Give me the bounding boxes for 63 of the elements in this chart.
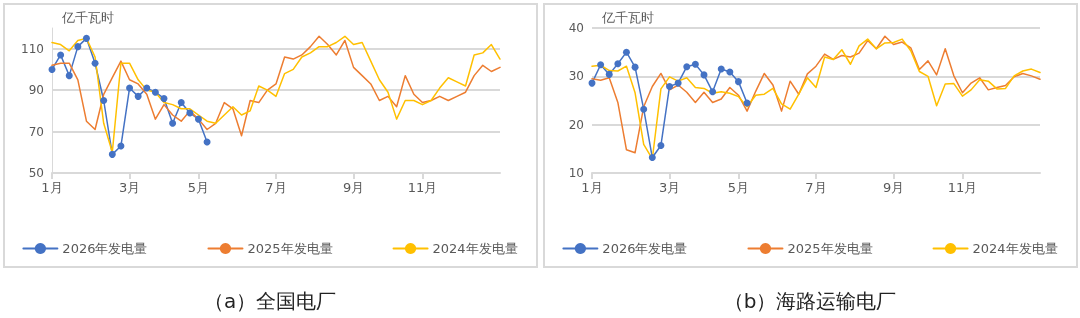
- point: [717, 65, 725, 73]
- point: [143, 84, 151, 92]
- y-axis-title: 亿千瓦时: [601, 10, 654, 25]
- legend-label: 2024年发电量: [432, 241, 518, 256]
- point: [169, 119, 177, 127]
- legend-label: 2026年发电量: [602, 241, 688, 256]
- point: [57, 51, 65, 59]
- y-axis-title: 亿千瓦时: [61, 10, 114, 25]
- y-tick-label: 90: [28, 83, 44, 98]
- point: [709, 88, 717, 96]
- point: [134, 92, 142, 100]
- point: [726, 68, 734, 76]
- legend-label: 2025年发电量: [787, 241, 873, 256]
- point: [666, 82, 674, 90]
- point: [65, 72, 73, 80]
- point: [734, 78, 742, 86]
- point: [640, 105, 648, 113]
- point: [614, 60, 622, 68]
- point: [657, 141, 665, 149]
- x-tick-label: 1月: [41, 180, 63, 195]
- point: [186, 109, 194, 117]
- point: [82, 34, 90, 42]
- point: [100, 97, 108, 104]
- x-tick-label: 11月: [407, 180, 438, 195]
- x-tick-label: 7月: [265, 180, 287, 195]
- point: [91, 59, 99, 67]
- legend-label: 2024年发电量: [972, 241, 1058, 256]
- x-tick-label: 5月: [187, 180, 210, 195]
- x-tick-label: 3月: [658, 180, 681, 195]
- point: [631, 63, 639, 71]
- x-tick-label: 11月: [947, 180, 978, 195]
- y-tick-label: 70: [28, 124, 44, 139]
- point: [126, 84, 134, 92]
- point: [108, 150, 116, 158]
- y-tick-label: 110: [21, 41, 44, 56]
- y-tick-label: 20: [568, 117, 584, 132]
- legend-label: 2026年发电量: [62, 241, 148, 256]
- point: [674, 79, 682, 87]
- y-tick-label: 50: [28, 166, 44, 180]
- point: [177, 99, 185, 107]
- point: [597, 61, 605, 69]
- point: [605, 70, 613, 78]
- x-tick-label: 7月: [805, 180, 827, 195]
- x-tick-label: 3月: [118, 180, 141, 195]
- x-tick-label: 9月: [882, 180, 905, 195]
- point: [194, 115, 202, 123]
- point: [151, 88, 159, 96]
- point: [683, 63, 691, 71]
- point: [691, 60, 699, 68]
- y-tick-label: 10: [568, 166, 584, 180]
- x-tick-label: 1月: [581, 180, 603, 195]
- point: [74, 43, 82, 51]
- point: [48, 65, 56, 73]
- text: （b）海路运输电厂: [723, 289, 897, 313]
- text: （a）全国电厂: [203, 289, 337, 313]
- point: [160, 94, 168, 102]
- y-tick-label: 40: [568, 21, 584, 35]
- x-tick-label: 9月: [342, 180, 365, 195]
- point: [648, 154, 656, 162]
- point: [622, 48, 630, 56]
- y-tick-label: 30: [568, 69, 584, 84]
- legend-label: 2025年发电量: [247, 241, 333, 256]
- x-tick-label: 5月: [727, 180, 750, 195]
